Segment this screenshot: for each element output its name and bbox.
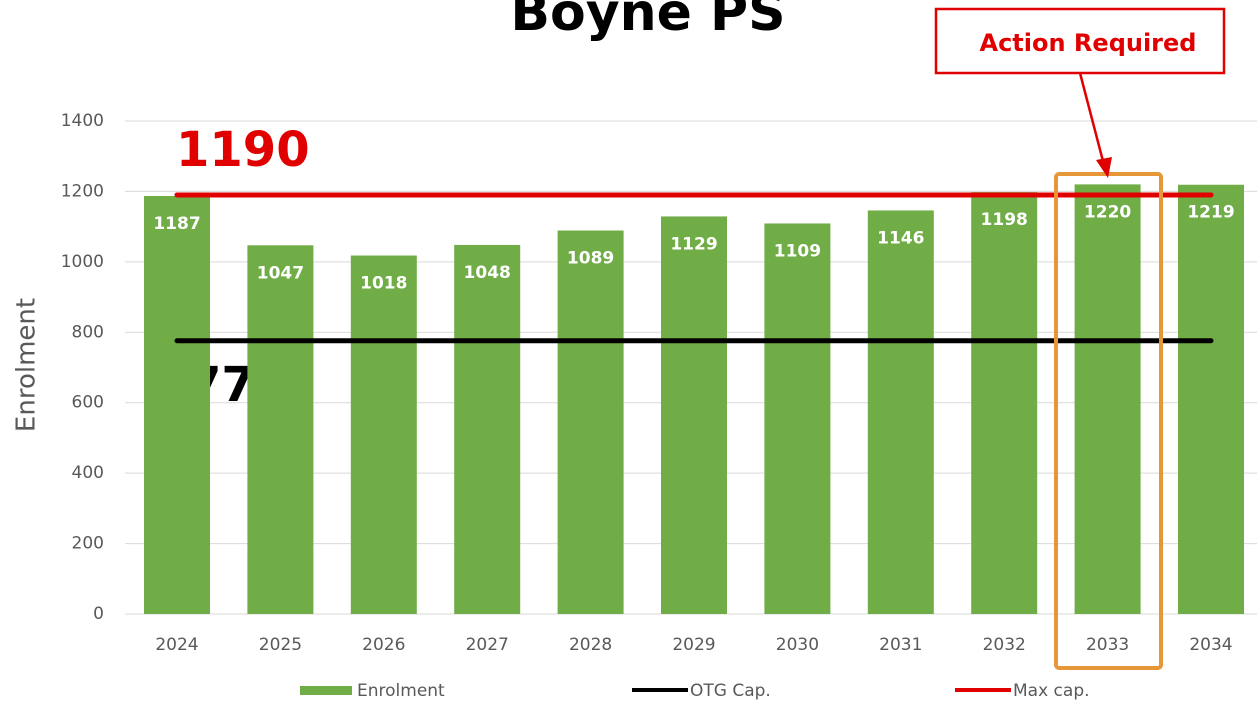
legend-label: Enrolment <box>357 681 445 701</box>
data-label: 1220 <box>1084 202 1131 222</box>
x-tick-label: 2030 <box>776 635 819 655</box>
y-tick-label: 0 <box>93 604 104 624</box>
data-label: 1198 <box>981 210 1028 230</box>
bar <box>557 230 624 615</box>
arrow-head <box>1096 157 1112 178</box>
y-tick-label: 200 <box>72 534 104 554</box>
data-label: 1048 <box>464 263 511 283</box>
x-tick-label: 2027 <box>466 635 509 655</box>
x-tick-label: 2024 <box>155 635 198 655</box>
bar <box>1178 184 1244 614</box>
action-label: Action Required <box>980 29 1197 57</box>
bar <box>661 216 727 614</box>
data-label: 1109 <box>774 241 821 261</box>
bar <box>350 255 417 615</box>
data-label: 1089 <box>567 249 614 269</box>
chart-title: Boyne PS <box>510 0 785 43</box>
x-tick-label: 2029 <box>672 635 715 655</box>
data-label: 1129 <box>670 234 717 254</box>
y-tick-label: 1200 <box>61 181 104 201</box>
max-cap-label: 1190 <box>176 122 310 178</box>
bar <box>454 244 521 614</box>
y-tick-label: 600 <box>72 393 104 413</box>
bar <box>764 223 831 614</box>
legend-label: Max cap. <box>1013 681 1090 701</box>
bar <box>1074 184 1141 614</box>
bar <box>247 245 314 614</box>
data-label: 1219 <box>1187 203 1234 223</box>
y-axis-label: Enrolment <box>12 298 42 432</box>
data-label: 1047 <box>257 263 304 283</box>
x-tick-label: 2032 <box>983 635 1026 655</box>
y-tick-label: 1400 <box>61 111 104 131</box>
data-label: 1146 <box>877 228 924 248</box>
legend-label: OTG Cap. <box>690 681 771 701</box>
action-box <box>934 7 1226 75</box>
arrow <box>1078 72 1106 166</box>
x-tick-label: 2026 <box>362 635 405 655</box>
y-tick-label: 400 <box>72 463 104 483</box>
data-label: 1187 <box>153 214 200 234</box>
x-tick-label: 2028 <box>569 635 612 655</box>
bar <box>971 192 1038 614</box>
x-tick-label: 2034 <box>1189 635 1232 655</box>
bar <box>867 210 934 615</box>
x-tick-label: 2031 <box>879 635 922 655</box>
legend-swatch <box>300 686 352 695</box>
bar <box>144 196 210 615</box>
y-tick-label: 1000 <box>61 252 104 272</box>
x-tick-label: 2025 <box>259 635 302 655</box>
y-tick-label: 800 <box>72 322 104 342</box>
x-tick-label: 2033 <box>1086 635 1129 655</box>
data-label: 1018 <box>360 274 407 294</box>
